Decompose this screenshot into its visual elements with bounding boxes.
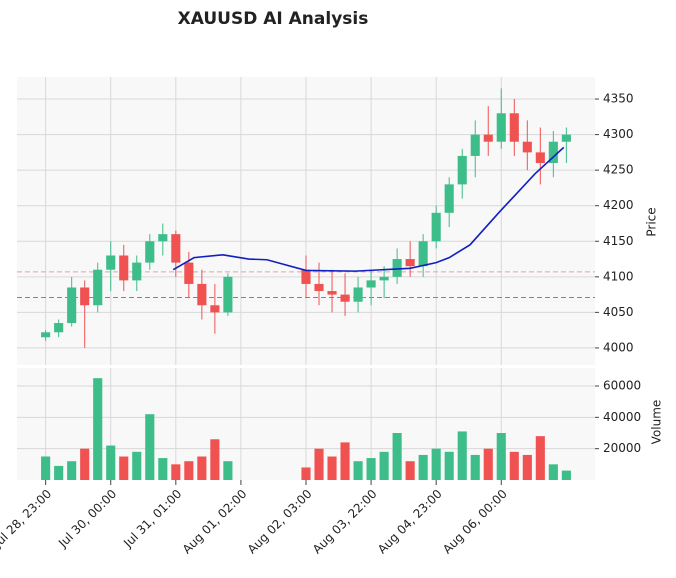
x-tick-label: Aug 01, 02:00 (180, 487, 250, 557)
volume-bar (145, 414, 155, 480)
candle-body (41, 332, 51, 338)
y-tick-label: 4350 (603, 92, 634, 106)
volume-bar (54, 465, 64, 480)
candle-body (353, 287, 363, 302)
candle-body (509, 113, 519, 142)
volume-tick-label: 40000 (603, 410, 641, 424)
volume-bar (223, 461, 233, 480)
volume-bar (340, 442, 350, 480)
candle-body (54, 323, 64, 333)
volume-bar (210, 439, 220, 480)
candle-body (470, 134, 480, 156)
volume-bar (470, 454, 480, 480)
volume-bar (509, 451, 519, 480)
volume-tick-label: 60000 (603, 379, 641, 393)
candle-body (119, 255, 129, 281)
moving-average-line (172, 146, 565, 272)
y-tick-label: 4050 (603, 305, 634, 319)
candle-body (327, 291, 337, 295)
candle-body (418, 241, 428, 267)
x-tick-label: Jul 30, 00:00 (55, 487, 119, 551)
y-tick-label: 4250 (603, 163, 634, 177)
y-tick-label: 4100 (603, 269, 634, 283)
volume-bar (80, 448, 90, 480)
candle-body (67, 287, 77, 324)
volume-bar (93, 378, 103, 480)
volume-axis-label: Volume (650, 400, 664, 445)
volume-bar (119, 456, 129, 480)
candle-body (483, 134, 493, 142)
y-axis-label: Price (645, 207, 659, 236)
candle-body (340, 294, 350, 302)
volume-bar (314, 448, 324, 480)
candle-body (379, 276, 389, 281)
volume-bar (132, 451, 142, 480)
volume-bar (496, 433, 506, 480)
volume-bar (327, 456, 337, 480)
volume-bar (379, 451, 389, 480)
volume-bar (301, 467, 311, 480)
x-tick-label: Aug 02, 03:00 (245, 487, 315, 557)
volume-bar (561, 470, 571, 480)
candle-body (210, 305, 220, 313)
candle-body (132, 262, 142, 281)
candle-body (106, 255, 116, 270)
candle-body (158, 234, 168, 242)
y-tick-label: 4150 (603, 234, 634, 248)
volume-bar (535, 436, 545, 480)
candle-body (366, 280, 376, 288)
volume-bar (106, 445, 116, 480)
candle-body (301, 269, 311, 284)
x-tick-label: Jul 31, 01:00 (120, 487, 184, 551)
volume-bar (522, 454, 532, 480)
volume-bar (405, 461, 415, 480)
volume-bar (418, 454, 428, 480)
candle-body (171, 234, 181, 263)
volume-bar (431, 448, 441, 480)
x-tick-label: Aug 03, 22:00 (310, 487, 380, 557)
y-tick-label: 4200 (603, 198, 634, 212)
volume-bar (171, 464, 181, 480)
volume-tick-label: 20000 (603, 441, 641, 455)
volume-bar (366, 458, 376, 480)
candle-body (431, 212, 441, 242)
candle-body (496, 113, 506, 142)
volume-bar (353, 461, 363, 480)
chart-title: XAUUSD AI Analysis (178, 9, 369, 29)
candle-body (197, 283, 207, 306)
volume-bar (158, 458, 168, 480)
volume-bar (41, 456, 51, 480)
x-tick-label: Jul 28, 23:00 (0, 487, 54, 551)
volume-bar (444, 451, 454, 480)
x-tick-label: Aug 04, 23:00 (375, 487, 445, 557)
candle-body (392, 259, 402, 277)
candle-body (223, 276, 233, 313)
candle-body (535, 152, 545, 164)
y-tick-label: 4000 (603, 340, 634, 354)
volume-bar (67, 461, 77, 480)
volume-bar (483, 448, 493, 480)
candle-body (457, 155, 467, 185)
volume-bar (548, 464, 558, 480)
volume-bar (184, 461, 194, 480)
volume-bar (457, 431, 467, 480)
candle-body (184, 262, 194, 284)
candle-body (145, 241, 155, 263)
candle-body (522, 141, 532, 153)
candle-body (548, 141, 558, 164)
y-tick-label: 4300 (603, 127, 634, 141)
candle-body (405, 259, 415, 267)
candle-body (444, 184, 454, 213)
x-tick-label: Aug 06, 00:00 (440, 487, 510, 557)
candle-body (314, 283, 324, 292)
volume-bar (197, 456, 207, 480)
candle-body (80, 287, 90, 306)
volume-bar (392, 433, 402, 480)
candle-body (93, 269, 103, 306)
candle-body (561, 134, 571, 142)
